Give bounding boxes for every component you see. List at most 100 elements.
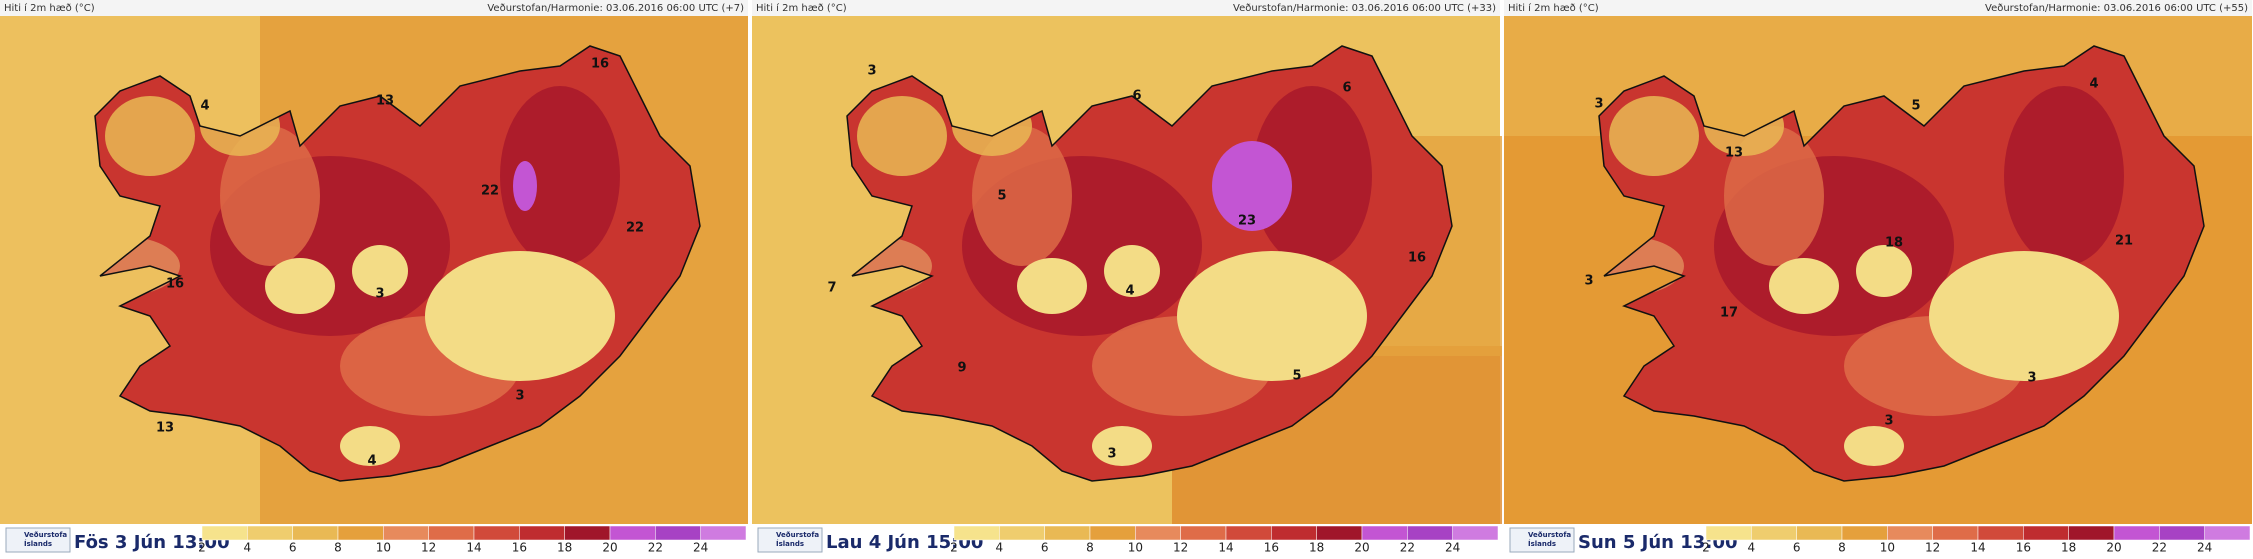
glacier	[1856, 245, 1912, 297]
legend-swatch	[519, 525, 565, 541]
logo-text: Veðurstofa	[1528, 531, 1571, 539]
logo-text: Íslands	[776, 539, 804, 548]
legend-label: 6	[1793, 541, 1801, 555]
legend-label: 18	[2061, 541, 2076, 555]
legend-swatch	[473, 525, 520, 541]
legend-label: 22	[2152, 541, 2167, 555]
legend-swatch	[2068, 525, 2115, 541]
contour-label: 3	[1594, 97, 1603, 112]
legend-label: 20	[602, 541, 617, 555]
temp-zone	[105, 96, 195, 176]
legend-label: 2	[198, 541, 206, 555]
contour-label: 5	[1292, 369, 1301, 384]
header-left: Hiti í 2m hæð (°C)	[756, 2, 847, 14]
legend-swatch	[1089, 525, 1136, 541]
legend-swatch	[655, 525, 701, 541]
header-bar	[1504, 0, 2252, 16]
legend-label: 10	[376, 541, 391, 555]
temp-zone	[1609, 96, 1699, 176]
logo-text: Íslands	[1528, 539, 1556, 548]
hot-spot	[1212, 141, 1292, 231]
glacier	[1017, 258, 1087, 314]
contour-label: 22	[481, 184, 499, 199]
map-panel: Hiti í 2m hæð (°C) Veðurstofan/Harmonie: …	[752, 0, 1502, 555]
legend-label: 24	[1445, 541, 1460, 555]
header-left: Hiti í 2m hæð (°C)	[1508, 2, 1599, 14]
legend-swatch	[1271, 525, 1317, 541]
contour-label: 3	[375, 287, 384, 302]
legend-swatch	[201, 525, 248, 541]
contour-label: 13	[156, 421, 174, 436]
contour-label: 3	[515, 389, 524, 404]
legend-swatch	[564, 525, 611, 541]
legend-label: 24	[693, 541, 708, 555]
legend-label: 16	[512, 541, 527, 555]
legend-label: 12	[1173, 541, 1188, 555]
header-bar	[752, 0, 1500, 16]
glacier	[265, 258, 335, 314]
contour-label: 16	[1408, 251, 1426, 266]
legend-swatch	[1841, 525, 1888, 541]
forecast-date: Fös 3 Jún 13:00	[74, 532, 230, 553]
legend-label: 8	[1838, 541, 1846, 555]
legend-label: 14	[1970, 541, 1985, 555]
header-right: Veðurstofan/Harmonie: 03.06.2016 06:00 U…	[1985, 3, 2248, 14]
temp-zone	[1724, 126, 1824, 266]
legend-swatch	[1180, 525, 1227, 541]
temp-zone	[500, 86, 620, 266]
map-panel: Hiti í 2m hæð (°C) Veðurstofan/Harmonie: …	[1504, 0, 2252, 555]
logo-text: Veðurstofa	[24, 531, 67, 539]
legend-swatch	[2204, 525, 2251, 541]
contour-label: 6	[1342, 81, 1351, 96]
contour-label: 9	[957, 361, 966, 376]
legend-swatch	[700, 525, 747, 541]
legend-label: 4	[996, 541, 1004, 555]
legend-label: 8	[1086, 541, 1094, 555]
contour-label: 13	[1725, 146, 1743, 161]
legend-label: 4	[244, 541, 252, 555]
legend-label: 12	[1925, 541, 1940, 555]
contour-label: 17	[1720, 306, 1738, 321]
legend-swatch	[383, 525, 429, 541]
contour-label: 3	[1584, 274, 1593, 289]
contour-label: 22	[626, 221, 644, 236]
legend-swatch	[1887, 525, 1933, 541]
land-detail	[847, 86, 1372, 466]
legend-label: 14	[1218, 541, 1233, 555]
legend-swatch	[953, 525, 1000, 541]
legend-label: 16	[1264, 541, 1279, 555]
logo-box	[5, 527, 71, 553]
contour-label: 3	[1107, 447, 1116, 462]
legend-label: 18	[557, 541, 572, 555]
glacier	[1769, 258, 1839, 314]
legend-swatch	[2113, 525, 2160, 541]
legend-swatch	[999, 525, 1045, 541]
glacier	[1092, 426, 1152, 466]
contour-label: 4	[1125, 284, 1134, 299]
logo-text: Veðurstofa	[776, 531, 819, 539]
legend-swatch	[1361, 525, 1408, 541]
legend-label: 16	[2016, 541, 2031, 555]
legend-label: 8	[334, 541, 342, 555]
legend-swatch	[247, 525, 293, 541]
legend-label: 6	[289, 541, 297, 555]
glacier	[1104, 245, 1160, 297]
header-right: Veðurstofan/Harmonie: 03.06.2016 06:00 U…	[487, 3, 744, 14]
glacier	[1177, 251, 1367, 381]
legend-label: 12	[421, 541, 436, 555]
legend-swatch	[1225, 525, 1272, 541]
glacier	[425, 251, 615, 381]
forecast-date: Lau 4 Jún 15:00	[826, 532, 983, 553]
legend-label: 2	[1702, 541, 1710, 555]
contour-label: 4	[2089, 77, 2098, 92]
glacier	[1844, 426, 1904, 466]
hot-spot	[513, 161, 537, 211]
logo-text: Íslands	[24, 539, 52, 548]
legend-label: 22	[648, 541, 663, 555]
legend-label: 6	[1041, 541, 1049, 555]
logo-box	[1509, 527, 1575, 553]
contour-label: 5	[1911, 99, 1920, 114]
contour-label: 21	[2115, 234, 2133, 249]
header-right: Veðurstofan/Harmonie: 03.06.2016 06:00 U…	[1233, 3, 1496, 14]
